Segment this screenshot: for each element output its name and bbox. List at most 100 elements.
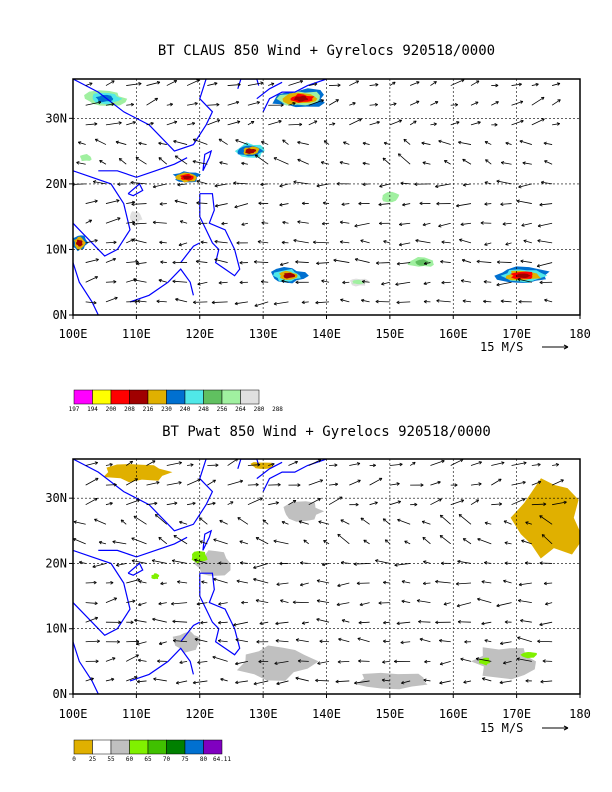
wind-arrow [178,242,188,246]
wind-arrow [288,80,303,86]
wind-arrowhead [522,161,526,165]
pwat-shade [283,501,325,522]
coastline [73,170,131,257]
wind-arrowhead [295,638,300,642]
coastline [129,647,194,682]
wind-arrow [207,502,216,506]
y-tick-label: 30N [45,491,67,505]
wind-arrowhead [78,560,83,565]
wind-arrowhead [400,181,404,186]
wind-arrow [280,599,289,603]
wind-arrowhead [239,280,243,285]
wind-arrow [135,157,147,165]
wind-arrow [523,240,532,244]
wind-arrowhead [339,160,343,165]
wind-arrowhead [236,120,241,124]
wind-arrowhead [475,657,480,661]
wind-arrow [288,461,298,466]
wind-arrowhead [337,660,341,664]
wind-arrowhead [362,182,366,187]
wind-arrow [518,582,532,586]
wind-arrow [172,280,188,283]
wind-arrowhead [241,161,245,166]
wind-arrow [219,520,228,525]
wind-arrowhead [463,680,467,684]
wind-arrow [85,678,94,682]
wind-arrowhead [416,100,420,104]
wind-arrow [349,80,359,86]
wind-arrowhead [443,602,447,606]
wind-arrow [166,103,173,106]
wind-arrow [369,104,378,106]
wind-arrowhead [237,82,241,87]
wind-arrowhead [197,221,201,226]
wind-arrowhead [521,223,525,227]
wind-arrowhead [317,661,321,665]
wind-arrowhead [441,459,445,464]
wind-arrowhead [543,581,547,586]
wind-arrow [254,261,269,263]
wind-arrowhead [360,298,365,303]
wind-arrow [173,535,188,545]
wind-arrowhead [197,478,201,482]
wind-arrowhead [372,463,376,468]
wind-arrowhead [539,202,543,207]
wind-arrowhead [132,222,136,226]
wind-arrow [105,297,118,303]
wind-arrow [517,637,532,643]
wind-arrow [399,222,411,225]
wind-arrow [397,262,411,265]
coastline [199,572,241,656]
wind-arrow [152,618,167,623]
wind-arrow [259,621,269,625]
wind-arrowhead [178,481,182,485]
legend-label: 197 [69,406,80,413]
wind-arrow [343,141,350,145]
wind-arrowhead [115,140,119,145]
wind-arrowhead [134,618,138,623]
wind-arrowhead [496,179,500,184]
wind-arrow [300,562,309,564]
wind-arrow [137,300,147,303]
wind-arrowhead [462,538,467,542]
wind-arrowhead [421,141,425,146]
wind-arrow [126,654,139,662]
wind-arrowhead [400,640,404,645]
wind-arrowhead [436,299,440,303]
wind-arrow [158,602,167,605]
wind-arrowhead [177,580,181,584]
wind-arrowhead [254,154,259,158]
wind-arrow [383,142,390,145]
wind-arrowhead [159,240,163,245]
wind-arrowhead [478,482,482,486]
x-tick-label: 100E [59,707,88,721]
wind-arrow [218,602,228,605]
wind-arrow [484,562,492,564]
wind-arrow [247,497,263,506]
wind-arrowhead [418,619,422,624]
wind-arrowhead [412,461,416,466]
wind-arrow [281,521,289,525]
wind-arrow [196,602,208,605]
wind-arrow [335,680,350,683]
wind-arrow [85,123,98,126]
wind-arrowhead [323,140,328,144]
wind-arrow [221,222,228,225]
x-tick-label: 160E [439,707,468,721]
wind-arrow [308,120,318,126]
wind-arrowhead [536,264,541,268]
legend-label: 65 [144,756,152,763]
wind-arrow [255,537,269,545]
coastline [73,549,131,637]
wind-arrowhead [279,262,284,267]
wind-arrow [517,278,532,283]
wind-arrow [126,600,136,604]
wind-arrowhead [137,299,141,303]
legend-swatch [110,389,130,405]
wind-arrow [491,503,502,506]
wind-arrowhead [160,260,164,264]
wind-arrow [166,462,182,466]
wind-arrowhead [483,561,488,565]
wind-arrow [349,462,361,466]
wind-arrowhead [483,299,487,304]
